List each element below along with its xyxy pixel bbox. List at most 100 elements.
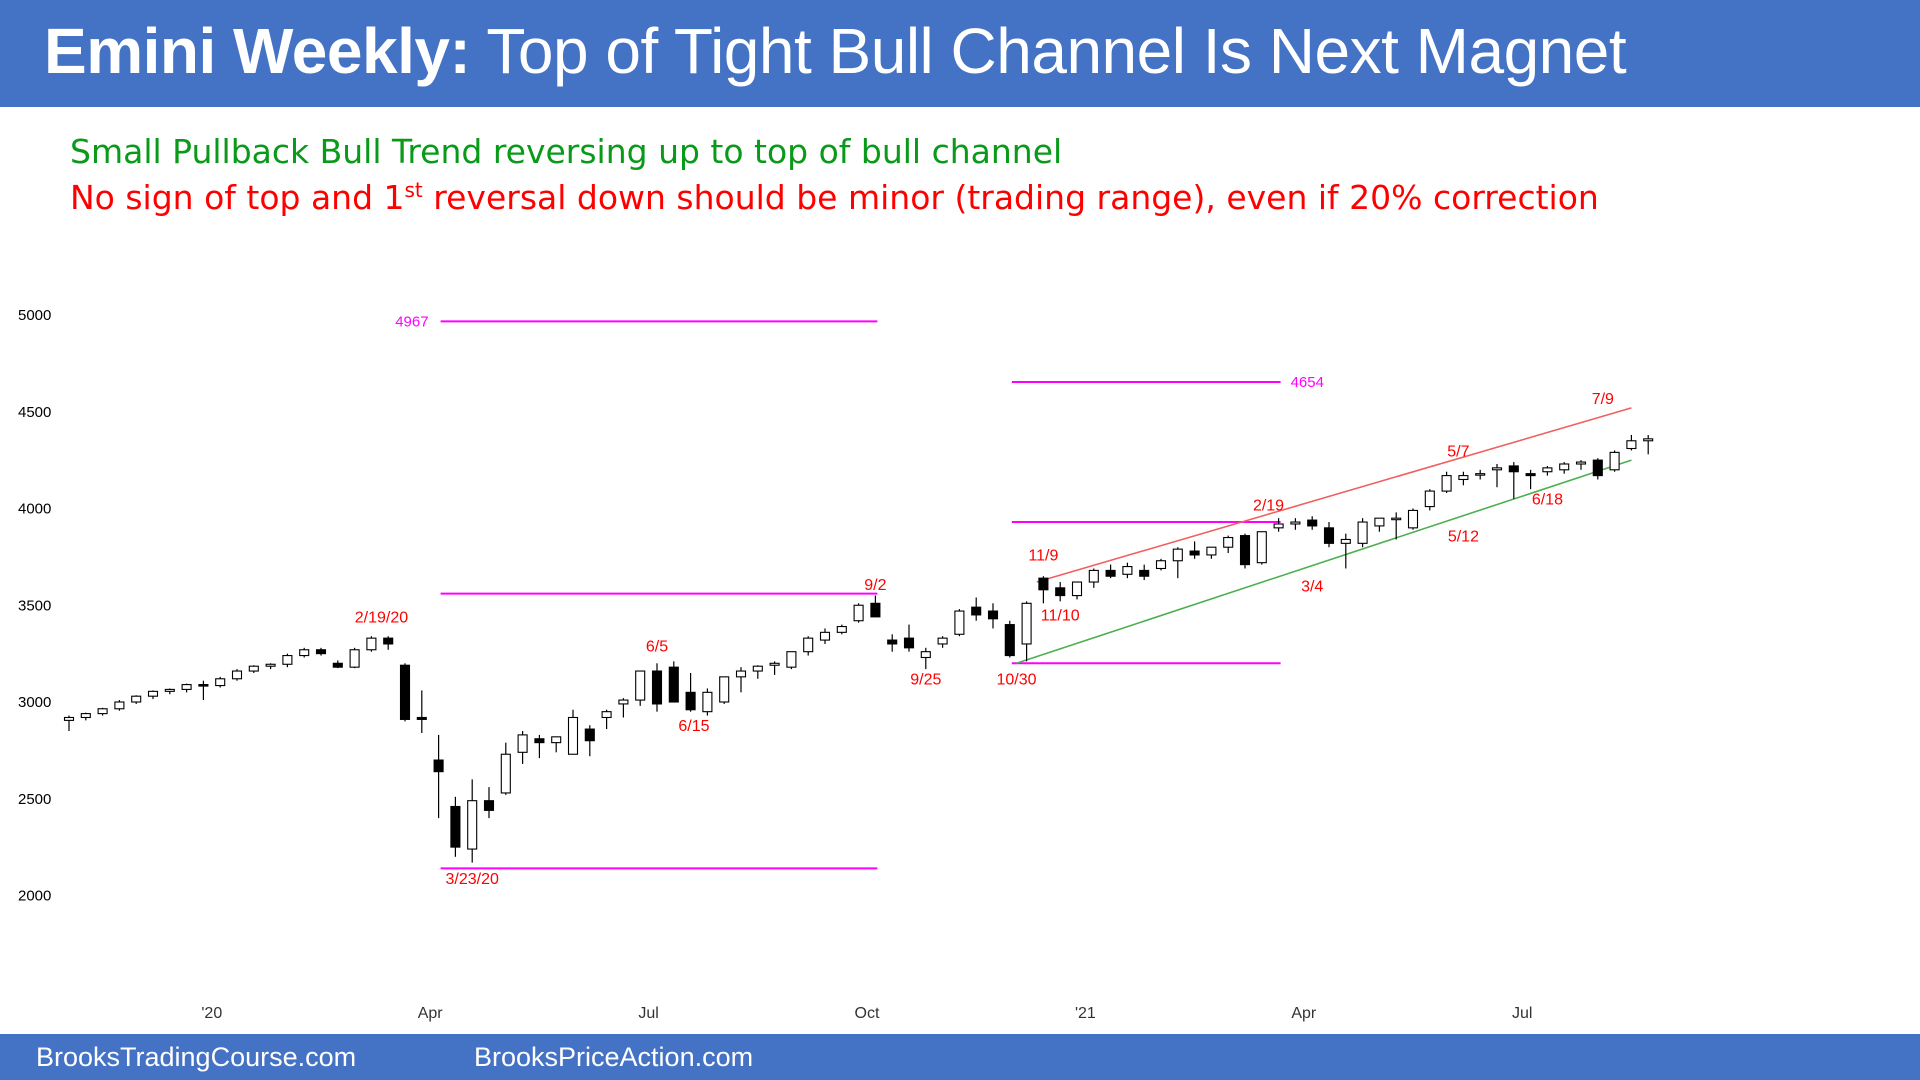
candle-body bbox=[668, 666, 679, 703]
candle-body bbox=[517, 734, 528, 753]
candle-body bbox=[937, 637, 948, 645]
candle-body bbox=[147, 690, 159, 697]
candle-body bbox=[1323, 527, 1335, 544]
date-annotation: 7/9 bbox=[1592, 391, 1614, 408]
candle-body bbox=[1424, 490, 1435, 508]
channel-top-line bbox=[1036, 407, 1632, 583]
candle-body bbox=[1559, 463, 1570, 471]
date-annotation: 3/4 bbox=[1301, 579, 1323, 596]
candle-body bbox=[198, 684, 209, 687]
date-annotation: 6/5 bbox=[646, 639, 668, 656]
footer-link-brookspriceaction[interactable]: BrooksPriceAction.com bbox=[474, 1042, 754, 1072]
candle-body bbox=[80, 713, 91, 719]
date-annotation: 2/19/20 bbox=[355, 610, 408, 627]
candle-body bbox=[870, 602, 881, 618]
candle-body bbox=[366, 637, 377, 651]
candle-body bbox=[987, 610, 999, 620]
candle-body bbox=[769, 662, 780, 666]
candle-body bbox=[1525, 473, 1536, 477]
candle-body bbox=[215, 678, 226, 687]
candle-body bbox=[383, 637, 394, 645]
candle-body bbox=[1105, 569, 1116, 577]
candlestick-chart: 2000 2500 3000 3500 4000 4500 5000 '20 Apr Jul Oct… bbox=[18, 307, 1654, 1022]
date-annotation: 11/10 bbox=[1041, 608, 1080, 625]
subtitle-line-2-sup: st bbox=[404, 178, 423, 202]
y-tick-label: 2000 bbox=[18, 888, 51, 905]
candle-body bbox=[786, 651, 797, 668]
candle-body bbox=[534, 738, 545, 744]
candle-body bbox=[819, 631, 831, 641]
date-annotation: 5/7 bbox=[1447, 443, 1469, 460]
date-annotation: 6/18 bbox=[1532, 492, 1563, 509]
date-annotation: 9/2 bbox=[864, 577, 886, 594]
candle-body bbox=[752, 665, 763, 672]
candle-body bbox=[920, 651, 931, 659]
date-annotation: 5/12 bbox=[1448, 528, 1479, 545]
candle-body bbox=[1441, 475, 1452, 492]
candle-body bbox=[450, 805, 461, 848]
candle-body bbox=[1038, 577, 1049, 591]
candle-body bbox=[164, 688, 175, 692]
candle-body bbox=[315, 649, 327, 655]
candle-body bbox=[181, 684, 192, 690]
date-annotation: 2/19 bbox=[1253, 497, 1284, 514]
title-rest: Top of Tight Bull Channel Is Next Magnet bbox=[470, 15, 1627, 87]
x-tick-label: Apr bbox=[1291, 1005, 1317, 1022]
y-tick-label: 3500 bbox=[18, 597, 51, 614]
candle-body bbox=[1021, 602, 1032, 645]
candle-body bbox=[1475, 473, 1486, 476]
candle-body bbox=[1172, 548, 1183, 562]
magnet-line-label: 4654 bbox=[1291, 374, 1324, 391]
candle-body bbox=[567, 716, 579, 755]
candle-body bbox=[903, 637, 915, 649]
candle-body bbox=[1055, 587, 1066, 597]
candle-body bbox=[1239, 535, 1251, 566]
footer-bar: BrooksTradingCourse.com BrooksPriceActio… bbox=[0, 1034, 1920, 1080]
candle-body bbox=[702, 691, 713, 713]
magnet-line-label: 4967 bbox=[395, 313, 428, 330]
date-annotation: 10/30 bbox=[996, 672, 1036, 689]
candle-body bbox=[1290, 521, 1301, 525]
y-tick-label: 2500 bbox=[18, 791, 51, 808]
candle-body bbox=[836, 625, 847, 633]
candle-body bbox=[1626, 440, 1637, 450]
candle-body bbox=[433, 759, 444, 773]
candle-body bbox=[1256, 531, 1267, 564]
candle-body bbox=[282, 655, 293, 665]
subtitle-line-2-a: No sign of top and 1 bbox=[70, 178, 405, 217]
candle-body bbox=[97, 708, 108, 715]
candle-body bbox=[114, 701, 125, 710]
candle-body bbox=[719, 676, 730, 703]
x-tick-label: Jul bbox=[638, 1005, 658, 1022]
candle-body bbox=[416, 716, 427, 720]
subtitle-line-2-b: reversal down should be minor (trading r… bbox=[422, 178, 1599, 217]
footer-link-brookstradingcourse[interactable]: BrooksTradingCourse.com bbox=[36, 1042, 357, 1072]
candle-body bbox=[1088, 569, 1099, 583]
candle-body bbox=[651, 670, 663, 705]
x-tick-label: '21 bbox=[1075, 1005, 1096, 1022]
y-tick-label: 3000 bbox=[18, 694, 51, 711]
channel-bottom-line bbox=[1016, 459, 1632, 665]
date-annotation: 3/23/20 bbox=[446, 871, 499, 888]
candle-body bbox=[584, 728, 595, 742]
subtitle-line-1: Small Pullback Bull Trend reversing up t… bbox=[70, 132, 1063, 171]
candle-body bbox=[1273, 523, 1284, 529]
candle-body bbox=[1458, 475, 1469, 481]
candle-body bbox=[349, 649, 360, 668]
candle-body bbox=[1575, 461, 1587, 465]
candle-body bbox=[971, 606, 982, 616]
date-annotation: 11/9 bbox=[1028, 548, 1058, 565]
candle-body bbox=[1542, 467, 1553, 473]
candle-body bbox=[500, 753, 511, 794]
candle-body bbox=[1122, 565, 1133, 575]
candle-body bbox=[483, 800, 495, 811]
candle-body bbox=[954, 610, 965, 635]
candle-body bbox=[248, 665, 259, 672]
candle-body bbox=[1374, 517, 1385, 527]
page-title: Emini Weekly: Top of Tight Bull Channel … bbox=[44, 14, 1627, 88]
subtitle-line-2: No sign of top and 1st reversal down sho… bbox=[70, 178, 1599, 217]
candle-body bbox=[1391, 517, 1402, 521]
candle-body bbox=[1139, 569, 1150, 577]
candle-body bbox=[1004, 624, 1015, 657]
candle-body bbox=[887, 639, 898, 645]
